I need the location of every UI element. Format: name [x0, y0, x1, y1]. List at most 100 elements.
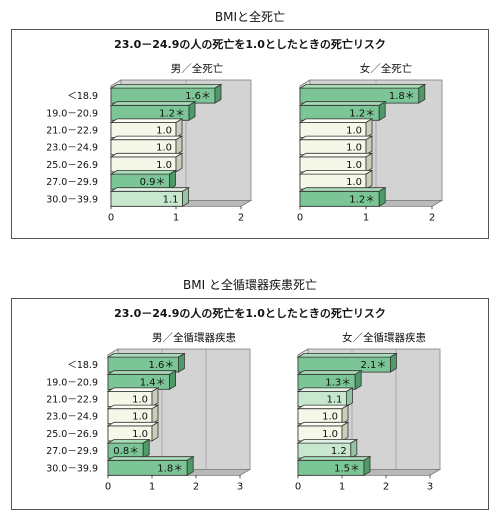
s1c1-data-label-7: 1.1	[163, 194, 179, 205]
s2c1-bar-side-7	[186, 455, 194, 477]
s1c1-data-label-4: 1.0	[156, 143, 172, 154]
s2c2-tick-label-0: 0	[295, 481, 301, 492]
s1c2-tick-label-0: 0	[297, 212, 303, 223]
s1c2-bar-top-5	[298, 152, 374, 158]
s2c1-bar-top-1	[106, 353, 186, 358]
s2c2-bar-side-2	[354, 369, 362, 391]
s1c2-bar-top-3	[298, 118, 374, 123]
s2c1-bar-top-4	[106, 404, 160, 410]
s1c2-bar-side-4	[365, 135, 373, 156]
s2c1-bar-side-2	[169, 369, 177, 391]
s1c2-tick-label-1: 1	[363, 212, 369, 223]
s1c1-bar-side-1	[214, 83, 222, 104]
s1c2-bar-top-1	[298, 84, 427, 89]
s1c2-bar-top-7	[298, 187, 387, 192]
s1c1-data-label-2: 1.2＊	[159, 108, 185, 119]
s1c1-tick-label-0: 0	[108, 212, 114, 223]
s1c1-category-label-7: 30.0－39.9	[46, 194, 98, 205]
s2c2-bar-top-4	[296, 404, 350, 410]
s1c1-tick-label-2: 2	[238, 212, 244, 223]
s1c2-data-label-3: 1.0	[346, 126, 362, 137]
s1c1-subtitle: 男／全死亡	[171, 62, 224, 75]
section-1-heading: 23.0－24.9の人の死亡を1.0としたときの死亡リスク	[114, 38, 386, 51]
s2c2-bar-top-5	[296, 421, 350, 427]
s1c1-data-label-5: 1.0	[156, 160, 172, 171]
s1c1-bar-side-3	[175, 118, 183, 139]
s2c1-bar-side-3	[151, 387, 159, 408]
s2c2-bar-side-3	[345, 387, 353, 408]
s2c1-data-label-7: 1.8＊	[157, 463, 183, 474]
s1c1-bar-top-6	[109, 170, 177, 175]
s1c1-bar-top-2	[109, 101, 197, 106]
section-2-title: BMI と全循環器疾患死亡	[183, 278, 317, 292]
section-2-heading: 23.0－24.9の人の死亡を1.0としたときの死亡リスク	[114, 307, 386, 320]
s2c2-bar-top-2	[296, 370, 363, 375]
s2c1-data-label-3: 1.0	[132, 395, 148, 406]
s2c2-data-label-6: 1.2	[331, 446, 347, 457]
s1c2-bar-side-5	[365, 152, 373, 173]
s2c2-data-label-4: 1.0	[322, 412, 338, 423]
s2c2-bar-side-1	[389, 352, 397, 373]
s2c1-category-label-4: 23.0－24.9	[46, 412, 98, 423]
s1c1-bar-top-3	[109, 118, 184, 123]
s1c2-bar-side-1	[418, 83, 426, 104]
s2c2-data-label-2: 1.3＊	[325, 377, 351, 388]
s2c1-bar-top-6	[106, 439, 151, 444]
s1c2-bar-side-7	[378, 186, 386, 208]
s1c1-data-label-1: 1.6＊	[185, 91, 211, 102]
s1c1-category-label-2: 19.0－20.9	[46, 108, 98, 119]
s2c2-bar-top-7	[296, 456, 372, 461]
s1c2-data-label-2: 1.2＊	[349, 108, 375, 119]
s1c1-category-label-5: 25.0－26.9	[46, 160, 98, 171]
s2c2-subtitle: 女／全循環器疾患	[342, 331, 426, 344]
s1c1-category-label-3: 21.0－22.9	[46, 126, 98, 137]
s2c1-subtitle: 男／全循環器疾患	[152, 331, 236, 344]
s2c1-category-label-2: 19.0－20.9	[46, 377, 98, 388]
s1c1-bar-top-4	[109, 135, 184, 141]
s2c2-data-label-3: 1.1	[326, 395, 342, 406]
s1c1-category-label-1: ＜18.9	[67, 91, 98, 102]
s1c1-category-label-6: 27.0－29.9	[46, 177, 98, 188]
s2c1-data-label-2: 1.4＊	[140, 377, 166, 388]
s1c1-bar-top-1	[109, 84, 223, 89]
s2c1-bar-side-1	[177, 352, 185, 373]
s2c1-category-label-3: 21.0－22.9	[46, 395, 98, 406]
s2c2-bar-side-6	[350, 438, 358, 459]
s1c1-bar-side-6	[169, 169, 176, 190]
s2c1-category-label-6: 27.0－29.9	[46, 446, 98, 457]
s1c2-data-label-1: 1.8＊	[389, 91, 415, 102]
s2c2-tick-label-3: 3	[427, 481, 433, 492]
s1c2-data-label-7: 1.2＊	[349, 194, 375, 205]
s2c1-data-label-5: 1.0	[132, 429, 148, 440]
s1c2-bar-side-2	[378, 100, 386, 122]
s2c2-bar-side-4	[341, 404, 349, 425]
s2c1-tick-label-3: 3	[237, 481, 243, 492]
s2c2-bar-side-5	[341, 421, 349, 442]
s2c2-bar-top-1	[296, 353, 398, 358]
s1c2-bar-side-6	[365, 169, 373, 190]
s1c2-tick-label-2: 2	[429, 212, 435, 223]
s1c1-bar-side-5	[175, 152, 183, 173]
s2c1-bar-side-5	[151, 421, 159, 442]
s2c1-category-label-1: ＜18.9	[67, 360, 98, 371]
s2c1-tick-label-1: 1	[149, 481, 155, 492]
s1c2-data-label-6: 1.0	[346, 177, 362, 188]
s2c1-tick-label-2: 2	[193, 481, 199, 492]
s2c1-category-label-7: 30.0－39.9	[46, 463, 98, 474]
s1c1-bar-top-7	[109, 187, 190, 192]
s2c1-bar-top-3	[106, 387, 160, 392]
s2c2-bar-top-6	[296, 439, 359, 444]
s2c2-tick-label-1: 1	[339, 481, 345, 492]
s2c2-data-label-5: 1.0	[322, 429, 338, 440]
s2c1-bar-top-7	[106, 456, 195, 461]
s2c1-data-label-6: 0.8＊	[113, 446, 139, 457]
s2c2-tick-label-2: 2	[383, 481, 389, 492]
s1c2-bar-top-4	[298, 135, 374, 141]
s2c1-bar-top-2	[106, 370, 178, 375]
s1c2-bar-top-6	[298, 170, 374, 175]
s2c1-bar-side-4	[151, 404, 159, 425]
s2c2-bar-top-3	[296, 387, 354, 392]
s2c1-bar-side-6	[142, 438, 150, 459]
s1c1-data-label-6: 0.9＊	[140, 177, 166, 188]
section-1-title: BMIと全死亡	[214, 10, 286, 24]
